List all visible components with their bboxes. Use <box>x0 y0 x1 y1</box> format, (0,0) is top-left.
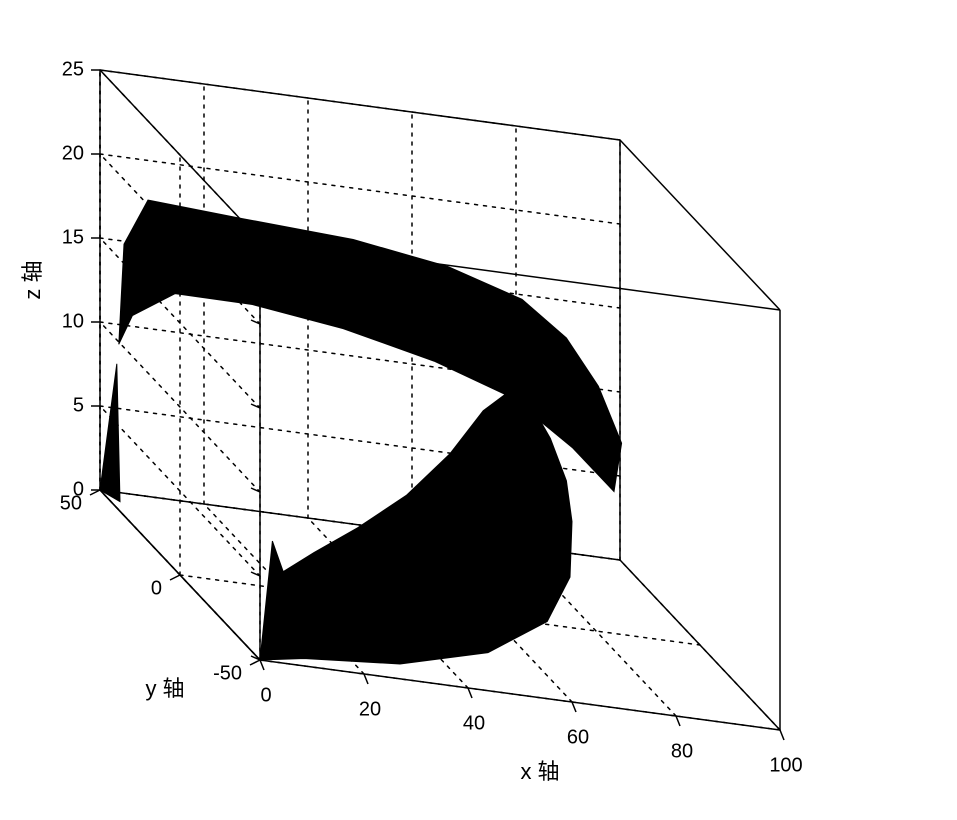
plot-container: 020406080100x 轴-50050y 轴0510152025z 轴 <box>0 0 957 820</box>
plot-svg: 020406080100x 轴-50050y 轴0510152025z 轴 <box>0 0 957 820</box>
svg-text:0: 0 <box>151 577 162 599</box>
svg-text:20: 20 <box>359 699 381 721</box>
surfaces <box>100 200 622 664</box>
svg-text:60: 60 <box>567 727 589 749</box>
svg-text:y 轴: y 轴 <box>145 676 184 701</box>
svg-text:x 轴: x 轴 <box>520 759 559 784</box>
svg-text:0: 0 <box>260 685 271 707</box>
ticks: 020406080100x 轴-50050y 轴0510152025 <box>60 58 803 784</box>
svg-text:20: 20 <box>62 142 84 164</box>
svg-text:0: 0 <box>73 478 84 500</box>
svg-text:5: 5 <box>73 394 84 416</box>
svg-text:40: 40 <box>463 713 485 735</box>
svg-text:25: 25 <box>62 58 84 80</box>
svg-text:z 轴: z 轴 <box>20 260 45 299</box>
svg-text:100: 100 <box>769 755 802 777</box>
labels: z 轴 <box>20 260 45 299</box>
svg-text:-50: -50 <box>213 662 242 684</box>
svg-text:15: 15 <box>62 226 84 248</box>
svg-text:10: 10 <box>62 310 84 332</box>
svg-text:80: 80 <box>671 741 693 763</box>
